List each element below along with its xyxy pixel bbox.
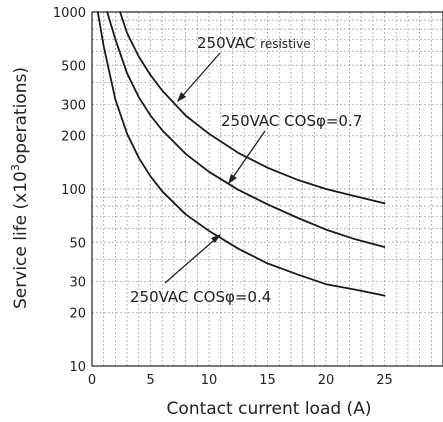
series-line-cos07 xyxy=(106,11,386,248)
series-label-resistive-main: 250VAC xyxy=(197,34,260,52)
y-axis-label-sup: 3 xyxy=(9,164,22,171)
annotation-arrow-resistive xyxy=(177,52,221,102)
x-tick-label: 10 xyxy=(201,373,218,388)
x-tick-label: 5 xyxy=(146,373,154,388)
y-tick-label: 1000 xyxy=(53,6,86,21)
series-label-resistive-small: resistive xyxy=(260,37,310,51)
x-tick-label: 15 xyxy=(259,373,276,388)
tick-labels: 0 5 10 15 20 25 10 20 30 50 100 200 300 500 1000 xyxy=(53,6,393,388)
x-tick-label: 25 xyxy=(376,373,393,388)
y-tick-label: 300 xyxy=(61,99,86,114)
y-tick-label: 100 xyxy=(61,183,86,198)
series-line-cos04 xyxy=(96,11,386,297)
y-axis-label-main: Service life (x10 xyxy=(11,171,31,309)
plot-frame xyxy=(91,11,443,367)
series-lines xyxy=(96,11,386,297)
x-tick-label: 20 xyxy=(318,373,335,388)
series-label-cos07: 250VAC COSφ=0.7 xyxy=(221,112,362,130)
x-axis-label: Contact current load (A) xyxy=(167,399,372,419)
series-label-resistive: 250VAC resistive xyxy=(197,34,311,52)
grid xyxy=(92,12,443,366)
x-tick-label: 0 xyxy=(88,373,96,388)
y-tick-label: 30 xyxy=(69,276,86,291)
annotation-arrow-cos04 xyxy=(164,234,221,284)
y-axis-label-tail: operations) xyxy=(11,67,31,164)
annotations: 250VAC resistive 250VAC COSφ=0.7 250VAC … xyxy=(130,34,362,306)
y-tick-label: 50 xyxy=(69,236,86,251)
y-tick-label: 10 xyxy=(69,360,86,375)
series-label-cos07-main: 250VAC COSφ=0.7 xyxy=(221,112,362,130)
series-label-cos04-main: 250VAC COSφ=0.4 xyxy=(130,288,271,306)
series-label-cos04: 250VAC COSφ=0.4 xyxy=(130,288,271,306)
y-tick-label: 200 xyxy=(61,130,86,145)
annotation-arrow-cos07 xyxy=(228,130,266,184)
y-axis-label: Service life (x103operations) xyxy=(9,67,31,309)
y-tick-label: 500 xyxy=(61,59,86,74)
y-tick-label: 20 xyxy=(69,307,86,322)
series-line-resistive xyxy=(119,11,386,205)
